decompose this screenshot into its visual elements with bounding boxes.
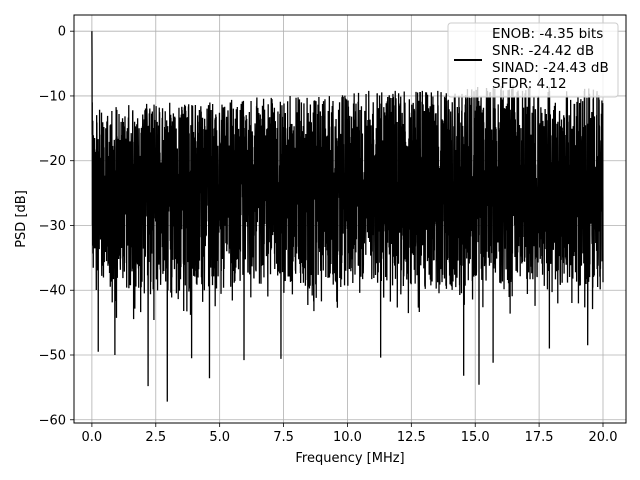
x-tick-label: 7.5 [273,430,294,445]
legend-entry-sfdr: SFDR: 4.12 [492,76,567,92]
psd-trace [91,31,604,402]
y-tick-label: 0 [58,25,66,40]
y-tick-label: −20 [39,154,66,169]
x-tick-label: 10.0 [333,430,362,445]
y-tick-label: −40 [39,284,66,299]
psd-series [91,31,604,402]
x-tick-label: 20.0 [589,430,618,445]
legend-entry-sinad: SINAD: -24.43 dB [492,60,609,76]
x-tick-label: 2.5 [145,430,166,445]
x-tick-label: 5.0 [209,430,230,445]
legend-entry-snr: SNR: -24.42 dB [492,43,594,59]
x-axis-label: Frequency [MHz] [295,451,404,466]
legend: ENOB: -4.35 bits SNR: -24.42 dB SINAD: -… [447,22,619,98]
y-axis-label: PSD [dB] [14,190,29,248]
x-tick-label: 12.5 [397,430,426,445]
y-tick-label: −10 [39,89,66,104]
y-tick-label: −60 [39,413,66,428]
y-tick-label: −30 [39,219,66,234]
plot-frame [73,14,627,424]
x-tick-label: 0.0 [82,430,103,445]
legend-entry-enob: ENOB: -4.35 bits [492,26,603,42]
y-tick-label: −50 [39,349,66,364]
x-tick-label: 15.0 [461,430,490,445]
x-tick-label: 17.5 [525,430,554,445]
legend-box [447,22,619,98]
axis-ticks: 0.0 2.5 5.0 7.5 10.0 12.5 15.0 17.5 20.0 0 −10 −20 −… [39,25,618,445]
